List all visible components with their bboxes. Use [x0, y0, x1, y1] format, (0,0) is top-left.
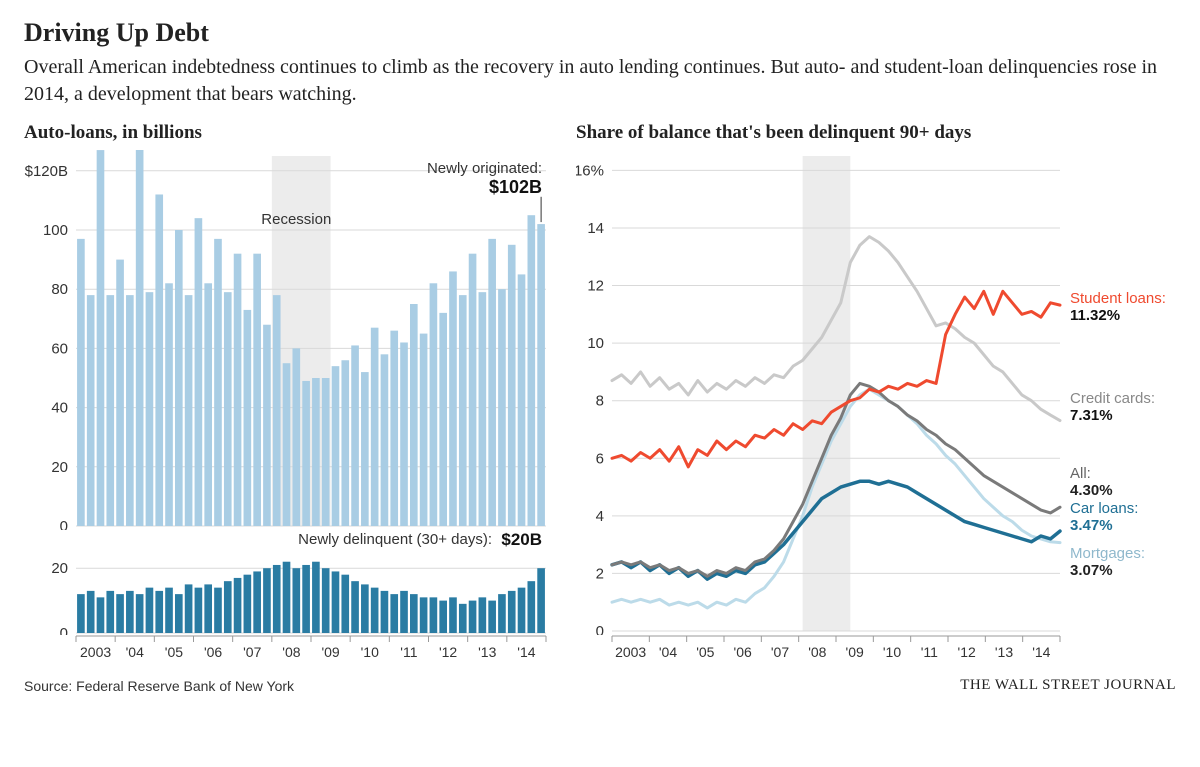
svg-text:60: 60 — [51, 340, 68, 357]
svg-text:2003: 2003 — [80, 644, 111, 660]
svg-text:'13: '13 — [995, 644, 1013, 660]
svg-text:'10: '10 — [883, 644, 901, 660]
source-line: Source: Federal Reserve Bank of New York — [24, 678, 294, 694]
svg-text:10: 10 — [587, 335, 604, 352]
series-label: Mortgages:3.07% — [1070, 545, 1145, 580]
svg-text:0: 0 — [60, 625, 68, 635]
svg-text:100: 100 — [43, 222, 68, 239]
svg-text:'10: '10 — [361, 644, 379, 660]
svg-text:2: 2 — [596, 565, 604, 582]
svg-text:Recession: Recession — [261, 211, 331, 228]
svg-text:'04: '04 — [659, 644, 677, 660]
series-label: Student loans:11.32% — [1070, 290, 1166, 325]
svg-text:14: 14 — [587, 220, 604, 237]
svg-text:'11: '11 — [400, 644, 417, 660]
svg-text:'08: '08 — [808, 644, 826, 660]
svg-text:'12: '12 — [439, 644, 457, 660]
svg-text:'08: '08 — [282, 644, 300, 660]
svg-text:'06: '06 — [204, 644, 222, 660]
series-label: All:4.30% — [1070, 465, 1113, 500]
svg-text:'13: '13 — [478, 644, 496, 660]
svg-text:20: 20 — [51, 459, 68, 476]
series-label: Car loans:3.47% — [1070, 500, 1138, 535]
svg-text:'09: '09 — [321, 644, 339, 660]
svg-text:80: 80 — [51, 281, 68, 298]
svg-text:'05: '05 — [165, 644, 183, 660]
svg-text:'14: '14 — [1032, 644, 1050, 660]
svg-text:'07: '07 — [243, 644, 261, 660]
svg-text:$20B: $20B — [501, 530, 542, 549]
svg-text:Newly delinquent (30+ days):: Newly delinquent (30+ days): — [298, 531, 492, 548]
svg-text:6: 6 — [596, 450, 604, 467]
svg-text:'05: '05 — [696, 644, 714, 660]
svg-text:'07: '07 — [771, 644, 789, 660]
svg-text:'12: '12 — [958, 644, 976, 660]
svg-text:'09: '09 — [846, 644, 864, 660]
svg-text:'04: '04 — [126, 644, 144, 660]
series-label: Credit cards:7.31% — [1070, 390, 1155, 425]
svg-text:4: 4 — [596, 508, 604, 525]
headline: Driving Up Debt — [24, 18, 1176, 48]
delinquent-bar-chart: 0 20 Newly delinquent (30+ days): $20B — [24, 530, 554, 635]
left-x-axis: 2003 '04 '05 '06 '07 '08 '09 '10 '11 '12 '13 '14 — [24, 635, 554, 667]
svg-text:$102B: $102B — [489, 177, 542, 197]
subhead: Overall American indebtedness continues … — [24, 54, 1176, 108]
svg-text:'11: '11 — [921, 644, 938, 660]
svg-text:0: 0 — [596, 623, 604, 635]
right-chart-title: Share of balance that's been delinquent … — [576, 122, 1176, 144]
right-x-axis: 2003 '04 '05 '06 '07 '08 '09 '10 '11 '12 '13 '14 — [576, 635, 1066, 667]
delinquency-share-line-chart: 0 2 4 6 8 10 12 14 16% — [576, 150, 1066, 635]
svg-text:0: 0 — [60, 518, 68, 530]
svg-text:20: 20 — [51, 560, 68, 577]
svg-text:40: 40 — [51, 400, 68, 417]
svg-text:16%: 16% — [576, 162, 604, 179]
svg-text:'06: '06 — [734, 644, 752, 660]
svg-text:'14: '14 — [517, 644, 535, 660]
svg-text:Newly originated:: Newly originated: — [427, 160, 542, 177]
brand: THE WALL STREET JOURNAL — [960, 677, 1176, 694]
left-chart-title: Auto-loans, in billions — [24, 122, 554, 144]
svg-text:2003: 2003 — [615, 644, 646, 660]
svg-text:8: 8 — [596, 393, 604, 410]
svg-text:12: 12 — [587, 278, 604, 295]
svg-text:$120B: $120B — [25, 163, 68, 180]
auto-loans-bar-chart: 0 20 40 60 80 100 $120B Recession Newly originat… — [24, 150, 554, 530]
